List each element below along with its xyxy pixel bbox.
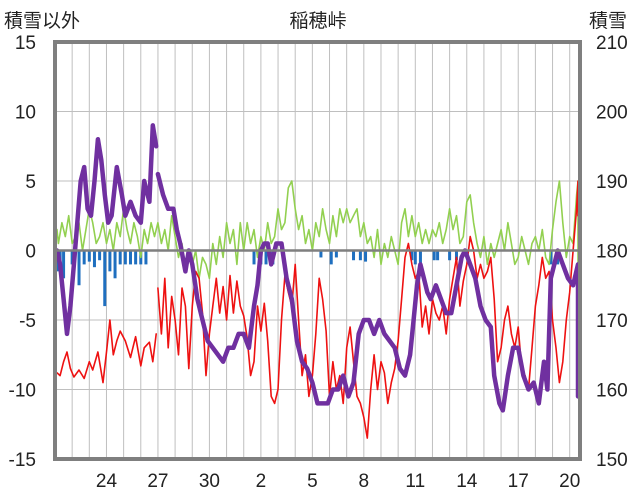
right-tick-label-2: 190 <box>596 172 628 193</box>
left-tick-label-0: 15 <box>15 33 36 54</box>
precipitation-bar-28 <box>410 250 414 261</box>
precipitation-bar-31 <box>432 250 436 261</box>
x-tick-label-9: 20 <box>559 471 580 492</box>
x-tick-label-6: 11 <box>405 471 425 492</box>
precipitation-bar-3 <box>70 250 74 265</box>
wind-series <box>56 180 579 280</box>
x-tick-label-2: 30 <box>199 471 220 492</box>
precipitation-bar-17 <box>144 250 148 265</box>
precipitation-bar-22 <box>319 250 323 258</box>
temperature-line-0 <box>56 319 157 384</box>
precipitation-bar-24 <box>334 250 338 258</box>
precipitation-bar-12 <box>118 250 122 265</box>
precipitation-bar-7 <box>92 250 96 268</box>
temperature-series <box>56 180 579 439</box>
snow-line-0 <box>54 123 159 337</box>
right-tick-label-4: 170 <box>596 311 628 332</box>
left-tick-label-5: -10 <box>9 381 36 402</box>
axes: 15 10 5 0 -5 -10 -15 210 200 190 180 170 160 150 24 27 3… <box>9 33 628 492</box>
x-tick-label-0: 24 <box>96 471 118 492</box>
right-tick-label-3: 180 <box>596 242 628 263</box>
precipitation-bar-20 <box>264 250 268 265</box>
precipitation-bar-9 <box>103 250 107 307</box>
x-tick-label-5: 8 <box>359 471 370 492</box>
precipitation-bar-11 <box>113 250 117 279</box>
chart-title: 稲穂峠 <box>289 10 346 32</box>
precipitation-bar-34 <box>454 250 458 261</box>
x-tick-label-3: 2 <box>256 471 267 492</box>
temperature-line-1 <box>157 180 579 439</box>
precipitation-bar-26 <box>358 250 362 261</box>
left-tick-label-1: 10 <box>15 103 36 124</box>
precipitation-bar-18 <box>252 250 256 265</box>
precipitation-bar-23 <box>329 250 333 265</box>
left-axis-label: 積雪以外 <box>4 10 80 32</box>
snow-series <box>54 123 581 413</box>
snow-line-1 <box>155 171 581 413</box>
precipitation-bar-29 <box>413 250 417 265</box>
precipitation-bar-32 <box>436 250 440 261</box>
precipitation-bar-27 <box>364 250 368 262</box>
left-tick-label-2: 5 <box>25 172 36 193</box>
precipitation-bar-2 <box>62 250 66 279</box>
precipitation-bar-8 <box>98 250 102 261</box>
precipitation-bar-30 <box>418 250 422 272</box>
right-tick-label-6: 150 <box>596 450 628 471</box>
x-tick-label-8: 17 <box>508 471 529 492</box>
precipitation-bar-35 <box>549 250 553 265</box>
right-tick-label-1: 200 <box>596 103 628 124</box>
x-tick-label-7: 14 <box>456 471 478 492</box>
left-tick-label-6: -15 <box>9 450 36 471</box>
left-tick-label-4: -5 <box>19 311 36 332</box>
precipitation-bar-15 <box>134 250 138 265</box>
precipitation-bar-14 <box>128 250 132 265</box>
wind-line-0 <box>56 180 579 280</box>
precipitation-bar-6 <box>87 250 91 262</box>
x-tick-label-1: 27 <box>147 471 168 492</box>
precipitation-bar-25 <box>352 250 356 261</box>
x-tick-label-4: 5 <box>307 471 318 492</box>
precipitation-bar-33 <box>448 250 452 261</box>
right-tick-label-0: 210 <box>596 33 628 54</box>
left-tick-label-3: 0 <box>25 242 36 263</box>
right-tick-label-5: 160 <box>596 381 628 402</box>
right-axis-label: 積雪 <box>589 10 627 32</box>
precipitation-bar-10 <box>108 250 112 272</box>
plot-area <box>54 123 581 439</box>
precipitation-bar-5 <box>82 250 86 265</box>
precipitation-bar-4 <box>77 250 81 286</box>
precipitation-bar-13 <box>123 250 127 265</box>
